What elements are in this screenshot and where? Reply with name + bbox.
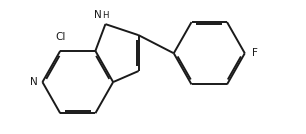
Text: N: N <box>94 10 102 20</box>
Text: N: N <box>30 77 38 87</box>
Text: Cl: Cl <box>55 31 65 42</box>
Text: F: F <box>252 48 258 58</box>
Text: H: H <box>102 11 109 20</box>
